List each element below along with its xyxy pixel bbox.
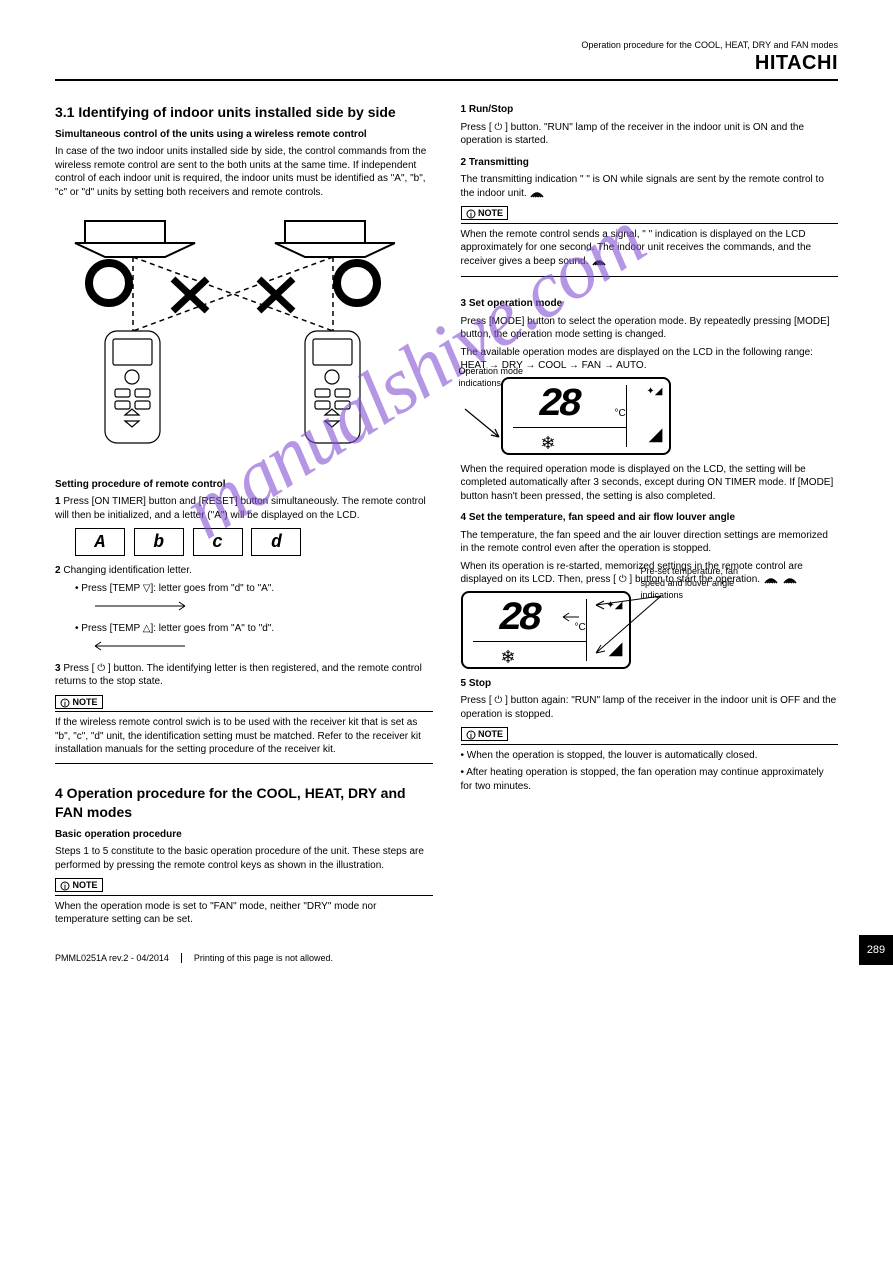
note-label: i NOTE: [55, 695, 103, 709]
step-2-note: i NOTE When the remote control sends a s…: [461, 206, 839, 268]
page-number-tab: 289: [859, 935, 893, 965]
step-4: 4 Set the temperature, fan speed and air…: [461, 511, 839, 669]
info-icon: i: [466, 730, 476, 740]
svg-text:i: i: [64, 884, 66, 891]
section-3-1-p2: In case of the two indoor units installe…: [55, 145, 433, 199]
callout-arrows-icon: [461, 591, 671, 681]
brand-logo: HITACHI: [55, 52, 838, 75]
seg-d: d: [251, 528, 301, 556]
section-3-1-title: 3.1 Identifying of indoor units installe…: [55, 103, 433, 122]
footer-model: PMML0251A rev.2 - 04/2014: [55, 953, 182, 963]
content-columns: 3.1 Identifying of indoor units installe…: [55, 103, 838, 933]
header-subhead: Operation procedure for the COOL, HEAT, …: [55, 40, 838, 50]
note-label-3: i NOTE: [461, 206, 509, 220]
step-5: 5 Stop Press [ ⏻ ] button again: "RUN" l…: [461, 677, 839, 794]
step-4-title: Set the temperature, fan speed and air f…: [469, 512, 735, 523]
signal-icon: [782, 573, 798, 585]
left-column: 3.1 Identifying of indoor units installe…: [55, 103, 433, 933]
step-2-note-text: When the remote control sends a signal, …: [461, 228, 839, 269]
step-3-title: Set operation mode: [469, 298, 562, 309]
s4-intro: Basic operation procedure: [55, 828, 433, 842]
s31-step1: 1 Press [ON TIMER] button and [RESET] bu…: [55, 495, 433, 522]
seg-letters: A b c d: [75, 528, 433, 556]
step-5-note-1: • When the operation is stopped, the lou…: [461, 749, 839, 763]
fan-icon: ✦◢: [646, 385, 662, 399]
manual-page: Operation procedure for the COOL, HEAT, …: [0, 0, 893, 983]
lcd-1-callout: Operation mode indications: [459, 365, 559, 389]
step-2-title: Transmitting: [469, 157, 529, 168]
identify-diagram: [55, 211, 433, 466]
right-column: 1 Run/Stop Press [ ⏻ ] button. "RUN" lam…: [461, 103, 839, 933]
step-2: 2 Transmitting The transmitting indicati…: [461, 156, 839, 269]
s31-step2b: • Press [TEMP △]: letter goes from "A" t…: [75, 622, 433, 636]
step-5-note-2: • After heating operation is stopped, th…: [461, 766, 839, 793]
s4-note-text: When the operation mode is set to "FAN" …: [55, 900, 433, 927]
lcd-1-wrap: 28 °C ❄ ✦◢ ◢ Operation mode indications: [501, 377, 839, 455]
lcd-2-callout: Pre-set temperature, fan speed and louve…: [641, 565, 761, 601]
svg-text:i: i: [470, 212, 472, 219]
s31-step3: 3 Press [ ⏻ ] button. The identifying le…: [55, 662, 433, 689]
section-divider: [55, 763, 433, 764]
step-2-text: The transmitting indication " " is ON wh…: [461, 173, 839, 200]
signal-icon: [529, 187, 545, 199]
note-label-4: i NOTE: [461, 727, 509, 741]
step-divider: [461, 276, 839, 277]
louver-icon: ◢: [649, 422, 663, 446]
s31-step2a: • Press [TEMP ▽]: letter goes from "d" t…: [75, 582, 433, 596]
signal-icon: [591, 255, 607, 267]
step-3-num: 3: [461, 298, 467, 309]
lcd-2-wrap: 28 °C ❄ ✦◢ ◢ Pre-set temperature, fan sp…: [461, 591, 839, 669]
step-3-p3: When the required operation mode is disp…: [461, 463, 839, 504]
step-1-num: 1: [461, 104, 467, 115]
s31-step2: 2 Changing identification letter.: [55, 564, 433, 578]
snowflake-icon: ❄: [541, 431, 556, 455]
set-proc-label: Setting procedure of remote control: [55, 478, 433, 492]
section-4-title: 4 Operation procedure for the COOL, HEAT…: [55, 784, 433, 822]
celsius-icon: °C: [615, 407, 626, 421]
info-icon: i: [60, 698, 70, 708]
arrow-fwd-icon: [75, 599, 195, 613]
s31-note: i NOTE If the wireless remote control sw…: [55, 695, 433, 757]
seg-c: c: [193, 528, 243, 556]
section-3-1-p1: Simultaneous control of the units using …: [55, 128, 433, 142]
s4-intro-text: Steps 1 to 5 constitute to the basic ope…: [55, 845, 433, 872]
step-1-text: Press [ ⏻ ] button. "RUN" lamp of the re…: [461, 121, 839, 148]
seg-a: A: [75, 528, 125, 556]
step-3-p1: Press [MODE] button to select the operat…: [461, 315, 839, 342]
callout-arrow-icon: [463, 407, 503, 447]
step-3: 3 Set operation mode Press [MODE] button…: [461, 297, 839, 503]
page-header: Operation procedure for the COOL, HEAT, …: [55, 40, 838, 81]
step-4-num: 4: [461, 512, 467, 523]
step-5-note: i NOTE • When the operation is stopped, …: [461, 727, 839, 793]
info-icon: i: [60, 881, 70, 891]
s31-step2-details: • Press [TEMP ▽]: letter goes from "d" t…: [75, 582, 433, 658]
step-5-text: Press [ ⏻ ] button again: "RUN" lamp of …: [461, 694, 839, 721]
page-footer: PMML0251A rev.2 - 04/2014 Printing of th…: [55, 953, 893, 963]
step-2-num: 2: [461, 157, 467, 168]
signal-icon: [763, 573, 779, 585]
arrow-back-icon: [75, 639, 195, 653]
s31-note-text: If the wireless remote control swich is …: [55, 716, 433, 757]
info-icon: i: [466, 209, 476, 219]
step-1-title: Run/Stop: [469, 104, 513, 115]
note-label-2: i NOTE: [55, 878, 103, 892]
step-1: 1 Run/Stop Press [ ⏻ ] button. "RUN" lam…: [461, 103, 839, 148]
s4-note: i NOTE When the operation mode is set to…: [55, 878, 433, 927]
svg-text:i: i: [470, 733, 472, 740]
svg-text:i: i: [64, 701, 66, 708]
step-4-p1: The temperature, the fan speed and the a…: [461, 529, 839, 556]
seg-b: b: [134, 528, 184, 556]
footer-link: Printing of this page is not allowed.: [194, 953, 333, 963]
